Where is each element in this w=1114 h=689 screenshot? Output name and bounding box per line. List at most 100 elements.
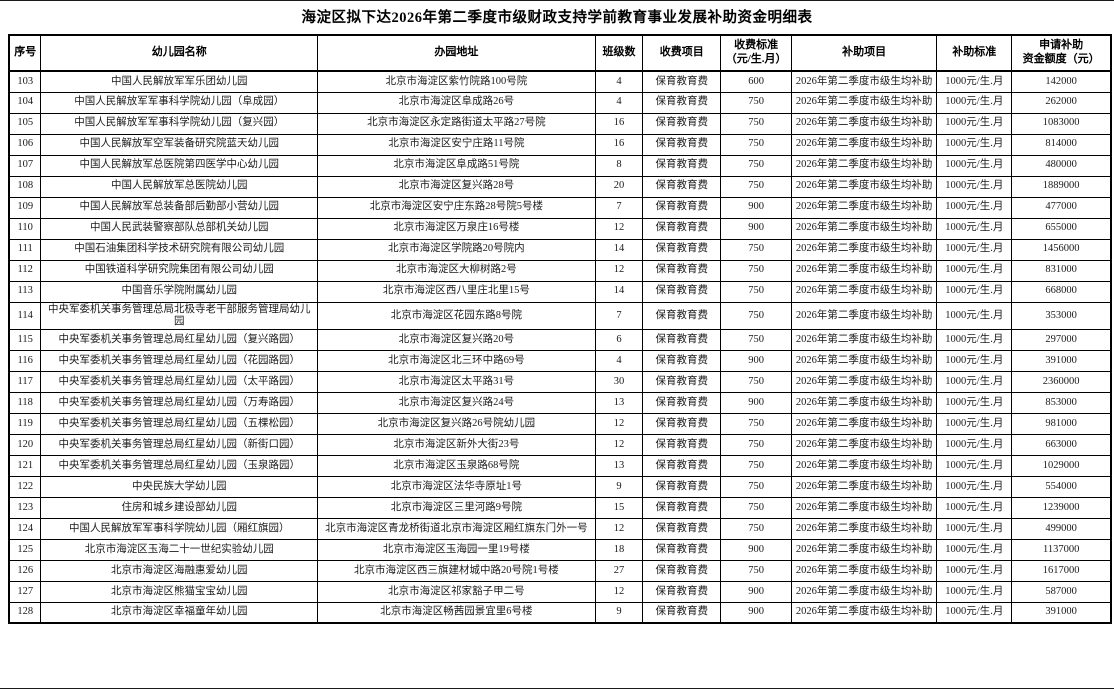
table-cell: 853000: [1011, 391, 1112, 414]
table-cell: 北京市海淀区熊猫宝宝幼儿园: [40, 580, 319, 603]
table-cell: 125: [8, 538, 42, 561]
table-cell: 118: [8, 391, 42, 414]
table-cell: 2026年第二季度市级生均补助: [790, 259, 938, 282]
table-cell: 750: [720, 301, 792, 330]
table-cell: 1000元/生.月: [936, 328, 1013, 351]
table-cell: 北京市海淀区西八里庄北里15号: [317, 280, 596, 303]
table-cell: 中国人民解放军总医院第四医学中心幼儿园: [40, 154, 319, 177]
table-cell: 114: [8, 301, 42, 330]
table-cell: 1000元/生.月: [936, 175, 1013, 198]
table-cell: 2026年第二季度市级生均补助: [790, 196, 938, 219]
table-cell: 2026年第二季度市级生均补助: [790, 238, 938, 261]
table-cell: 1000元/生.月: [936, 538, 1013, 561]
table-cell: 477000: [1011, 196, 1112, 219]
table-cell: 北京市海淀区新外大街23号: [317, 433, 596, 456]
table-cell: 2026年第二季度市级生均补助: [790, 412, 938, 435]
table-cell: 保育教育费: [642, 196, 722, 219]
table-cell: 12: [594, 259, 644, 282]
table-cell: 499000: [1011, 517, 1112, 540]
table-cell: 中国人民解放军空军装备研究院蓝天幼儿园: [40, 133, 319, 156]
table-cell: 1029000: [1011, 454, 1112, 477]
table-cell: 900: [720, 391, 792, 414]
table-cell: 中央军委机关事务管理总局红星幼儿园（五棵松园）: [40, 412, 319, 435]
table-cell: 2026年第二季度市级生均补助: [790, 580, 938, 603]
table-cell: 保育教育费: [642, 496, 722, 519]
table-cell: 北京市海淀区紫竹院路100号院: [317, 70, 596, 93]
table-cell: 1000元/生.月: [936, 454, 1013, 477]
table-cell: 北京市海淀区阜成路26号: [317, 91, 596, 114]
table-cell: 中央军委机关事务管理总局红星幼儿园（万寿路园）: [40, 391, 319, 414]
table-cell: 1456000: [1011, 238, 1112, 261]
table-cell: 981000: [1011, 412, 1112, 435]
table-cell: 2026年第二季度市级生均补助: [790, 454, 938, 477]
table-cell: 北京市海淀区幸福童年幼儿园: [40, 601, 319, 624]
table-cell: 1000元/生.月: [936, 475, 1013, 498]
table-cell: 北京市海淀区畅茜园景宜里6号楼: [317, 601, 596, 624]
table-cell: 北京市海淀区复兴路20号: [317, 328, 596, 351]
table-cell: 1000元/生.月: [936, 433, 1013, 456]
table-cell: 1000元/生.月: [936, 259, 1013, 282]
table-cell: 900: [720, 538, 792, 561]
table-cell: 655000: [1011, 217, 1112, 240]
table-cell: 750: [720, 475, 792, 498]
table-cell: 554000: [1011, 475, 1112, 498]
table-cell: 2026年第二季度市级生均补助: [790, 601, 938, 624]
table-cell: 750: [720, 454, 792, 477]
table-cell: 900: [720, 196, 792, 219]
table-cell: 107: [8, 154, 42, 177]
table-cell: 600: [720, 70, 792, 93]
table-cell: 2026年第二季度市级生均补助: [790, 328, 938, 351]
table-cell: 保育教育费: [642, 280, 722, 303]
table-row: 106 中国人民解放军空军装备研究院蓝天幼儿园 北京市海淀区安宁庄路11号院 16 保育…: [8, 133, 1112, 156]
table-cell: 30: [594, 370, 644, 393]
table-cell: 1000元/生.月: [936, 517, 1013, 540]
table-cell: 1000元/生.月: [936, 91, 1013, 114]
table-cell: 保育教育费: [642, 217, 722, 240]
table-cell: 6: [594, 328, 644, 351]
table-cell: 中国人民武装警察部队总部机关幼儿园: [40, 217, 319, 240]
table-cell: 122: [8, 475, 42, 498]
table-row: 125 北京市海淀区玉海二十一世纪实验幼儿园 北京市海淀区玉海园一里19号楼 18 保育…: [8, 538, 1112, 561]
table-cell: 保育教育费: [642, 517, 722, 540]
table-cell: 保育教育费: [642, 349, 722, 372]
table-row: 108 中国人民解放军总医院幼儿园 北京市海淀区复兴路28号 20 保育教育费 750 20…: [8, 175, 1112, 198]
table-cell: 105: [8, 112, 42, 135]
table-row: 118 中央军委机关事务管理总局红星幼儿园（万寿路园） 北京市海淀区复兴路24号 13…: [8, 391, 1112, 414]
table-row: 123 住房和城乡建设部幼儿园 北京市海淀区三里河路9号院 15 保育教育费 750 202…: [8, 496, 1112, 519]
table-cell: 1137000: [1011, 538, 1112, 561]
table-cell: 保育教育费: [642, 433, 722, 456]
table-cell: 2026年第二季度市级生均补助: [790, 133, 938, 156]
table-body: 103 中国人民解放军军乐团幼儿园 北京市海淀区紫竹院路100号院 4 保育教育费 600…: [8, 70, 1112, 624]
table-cell: 1000元/生.月: [936, 391, 1013, 414]
table-cell: 北京市海淀区太平路31号: [317, 370, 596, 393]
table-cell: 750: [720, 238, 792, 261]
table-row: 111 中国石油集团科学技术研究院有限公司幼儿园 北京市海淀区学院路20号院内 14 保…: [8, 238, 1112, 261]
table-row: 107 中国人民解放军总医院第四医学中心幼儿园 北京市海淀区阜成路51号院 8 保育教育…: [8, 154, 1112, 177]
table-cell: 保育教育费: [642, 328, 722, 351]
table-cell: 北京市海淀区大柳树路2号: [317, 259, 596, 282]
table-cell: 750: [720, 259, 792, 282]
table-cell: 北京市海淀区玉海二十一世纪实验幼儿园: [40, 538, 319, 561]
table-cell: 108: [8, 175, 42, 198]
table-cell: 113: [8, 280, 42, 303]
table-cell: 2026年第二季度市级生均补助: [790, 70, 938, 93]
table-row: 127 北京市海淀区熊猫宝宝幼儿园 北京市海淀区祁家豁子甲二号 12 保育教育费 900 2…: [8, 580, 1112, 603]
table-cell: 北京市海淀区青龙桥街道北京市海淀区厢红旗东门外一号: [317, 517, 596, 540]
table-cell: 15: [594, 496, 644, 519]
table-cell: 中国人民解放军军事科学院幼儿园（复兴园）: [40, 112, 319, 135]
table-cell: 1000元/生.月: [936, 133, 1013, 156]
table-cell: 587000: [1011, 580, 1112, 603]
table-cell: 116: [8, 349, 42, 372]
table-cell: 2026年第二季度市级生均补助: [790, 496, 938, 519]
table-cell: 中央军委机关事务管理总局红星幼儿园（花园路园）: [40, 349, 319, 372]
table-cell: 120: [8, 433, 42, 456]
table-cell: 1000元/生.月: [936, 280, 1013, 303]
table-cell: 中国石油集团科学技术研究院有限公司幼儿园: [40, 238, 319, 261]
column-header-6: 补助项目: [790, 34, 938, 72]
table-cell: 北京市海淀区海融惠爱幼儿园: [40, 559, 319, 582]
subsidy-detail-table: 序号 幼儿园名称 办园地址 班级数 收费项目 收费标准 （元/生.月） 补助项目 补助标准 申请…: [8, 34, 1112, 625]
table-cell: 814000: [1011, 133, 1112, 156]
table-cell: 2026年第二季度市级生均补助: [790, 538, 938, 561]
table-cell: 391000: [1011, 349, 1112, 372]
